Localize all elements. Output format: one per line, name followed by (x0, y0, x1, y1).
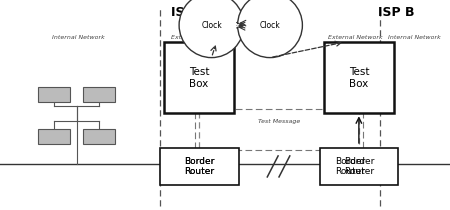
Text: Border
Router: Border Router (184, 157, 214, 176)
Text: Border
Router: Border Router (184, 157, 214, 176)
Ellipse shape (179, 0, 244, 58)
Text: ISP B: ISP B (378, 6, 414, 19)
Text: External Network: External Network (328, 35, 383, 40)
Text: Clock: Clock (260, 21, 280, 30)
Bar (324, 42, 394, 113)
Bar (320, 148, 398, 185)
Text: ISP A: ISP A (171, 6, 207, 19)
Text: Border
Router: Border Router (344, 157, 374, 176)
Bar (164, 42, 234, 113)
Text: Test
Box: Test Box (349, 67, 369, 88)
Bar (83, 129, 115, 144)
Text: External Network: External Network (171, 35, 225, 40)
Bar (83, 87, 115, 102)
Text: Clock: Clock (201, 21, 222, 30)
Text: Border
Router: Border Router (335, 157, 365, 176)
Text: Test Message: Test Message (258, 119, 300, 124)
Bar (38, 129, 70, 144)
Text: Test
Box: Test Box (189, 67, 209, 88)
Text: Internal Network: Internal Network (387, 35, 441, 40)
Ellipse shape (238, 0, 302, 58)
Bar (38, 87, 70, 102)
Text: Internal Network: Internal Network (52, 35, 105, 40)
Bar (194, 109, 364, 150)
Bar (160, 148, 238, 185)
